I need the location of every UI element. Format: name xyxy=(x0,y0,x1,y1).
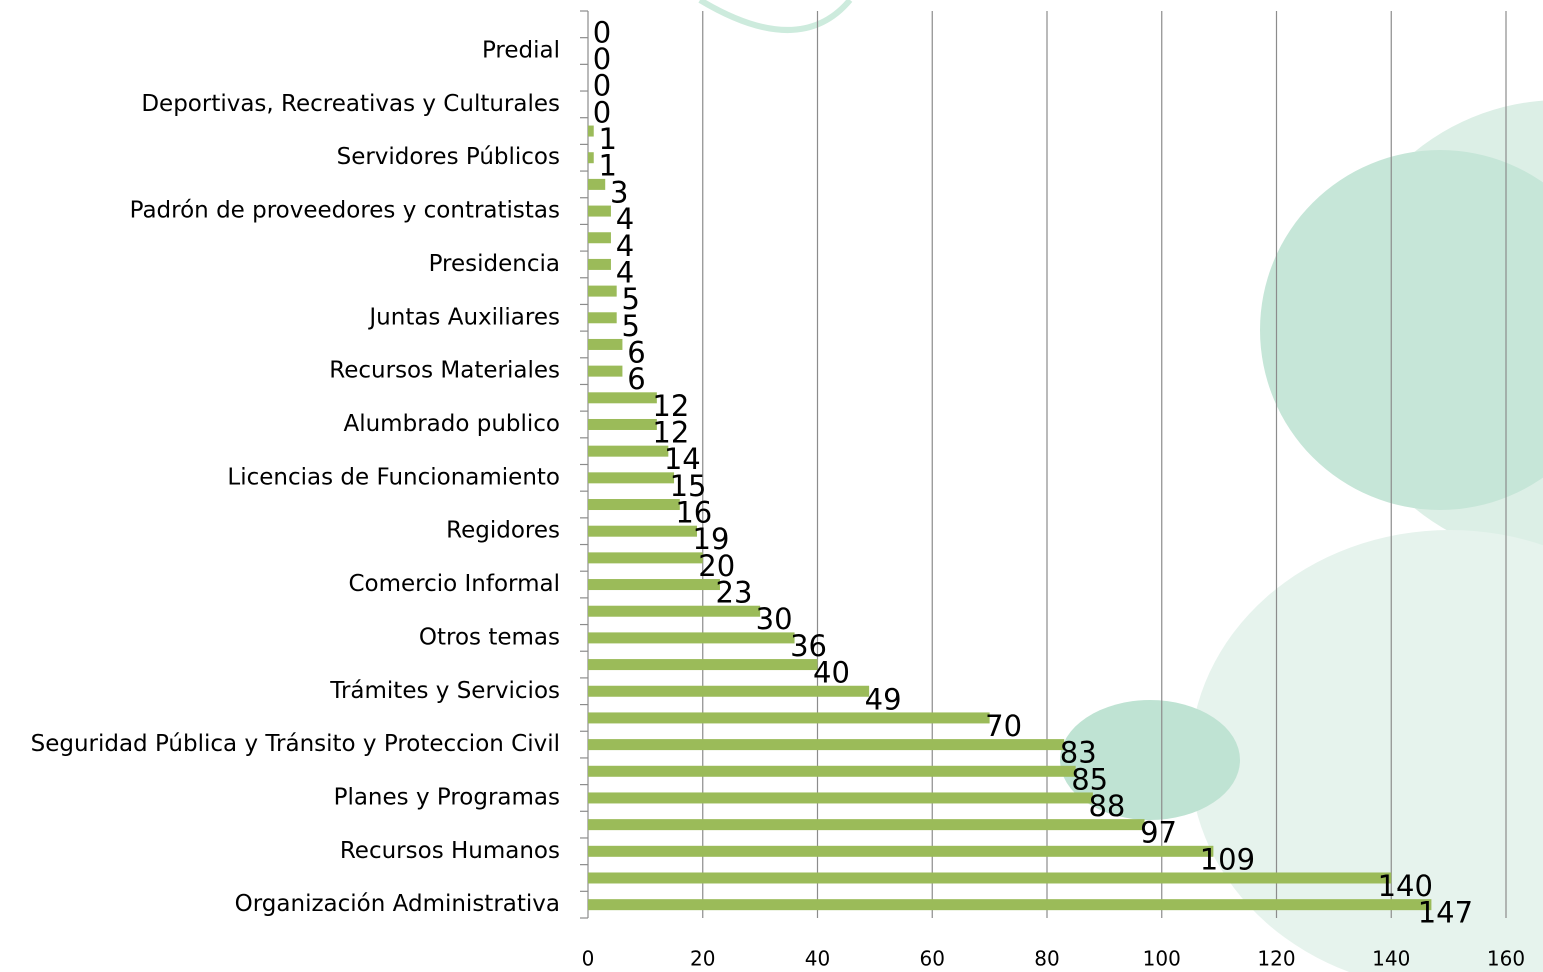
data-label: 140 xyxy=(1378,869,1433,903)
decor-circle xyxy=(1260,150,1543,510)
bar xyxy=(588,232,611,244)
data-label: 4 xyxy=(616,255,634,289)
data-label: 5 xyxy=(621,309,639,343)
x-tick-label: 60 xyxy=(920,947,945,971)
bar xyxy=(588,765,1076,777)
bar xyxy=(588,152,594,164)
y-tick-label: Otros temas xyxy=(419,624,560,650)
x-tick-label: 140 xyxy=(1372,947,1410,971)
bar xyxy=(588,632,795,644)
data-label: 16 xyxy=(675,496,712,530)
bar xyxy=(588,872,1392,884)
y-tick-label: Regidores xyxy=(446,518,560,544)
data-label: 6 xyxy=(627,335,645,369)
data-label: 5 xyxy=(621,282,639,316)
bar xyxy=(588,659,818,671)
data-label: 70 xyxy=(985,709,1022,743)
bar xyxy=(588,258,611,270)
data-label: 147 xyxy=(1418,896,1473,930)
data-label: 88 xyxy=(1088,789,1125,823)
data-label: 1 xyxy=(599,122,617,156)
bar xyxy=(588,392,657,404)
y-tick-label: Trámites y Servicios xyxy=(329,678,560,704)
y-tick-label: Comercio Informal xyxy=(348,571,560,597)
x-tick-label: 120 xyxy=(1257,947,1295,971)
bar xyxy=(588,899,1432,911)
y-tick-label: Planes y Programas xyxy=(334,784,560,810)
data-label: 0 xyxy=(593,95,611,129)
y-tick-label: Organización Administrativa xyxy=(235,891,560,917)
y-tick-label: Recursos Humanos xyxy=(340,838,560,864)
bar xyxy=(588,499,680,511)
data-label: 14 xyxy=(664,442,701,476)
data-label: 12 xyxy=(652,415,689,449)
data-label: 20 xyxy=(698,549,735,583)
bar xyxy=(588,552,703,564)
data-label: 49 xyxy=(865,682,902,716)
bar xyxy=(588,525,698,537)
data-label: 109 xyxy=(1200,842,1255,876)
data-label: 0 xyxy=(593,69,611,103)
x-tick-label: 40 xyxy=(805,947,830,971)
y-tick-label: Padrón de proveedores y contratistas xyxy=(130,198,560,224)
bar xyxy=(588,365,623,377)
data-label: 97 xyxy=(1140,816,1177,850)
y-tick-label: Seguridad Pública y Tránsito y Proteccio… xyxy=(31,731,560,757)
decor-ellipse xyxy=(1060,700,1240,820)
data-label: 19 xyxy=(693,522,730,556)
data-label: 4 xyxy=(616,202,634,236)
y-tick-label: Recursos Materiales xyxy=(329,358,560,384)
x-tick-label: 160 xyxy=(1487,947,1525,971)
y-tick-label: Alumbrado publico xyxy=(343,411,560,437)
data-label: 4 xyxy=(616,229,634,263)
x-tick-label: 20 xyxy=(690,947,715,971)
bar xyxy=(588,338,623,350)
data-label: 3 xyxy=(610,175,628,209)
bar xyxy=(588,792,1093,804)
y-tick-label: Licencias de Funcionamiento xyxy=(227,464,560,490)
data-label: 6 xyxy=(627,362,645,396)
decor-ellipse xyxy=(1190,530,1543,972)
bar xyxy=(588,685,870,697)
data-label: 0 xyxy=(593,42,611,76)
x-tick-label: 80 xyxy=(1034,947,1059,971)
data-label: 1 xyxy=(599,149,617,183)
bar xyxy=(588,605,761,617)
y-tick-label: Predial xyxy=(482,38,560,64)
data-label: 83 xyxy=(1060,736,1097,770)
bar xyxy=(588,125,594,137)
y-tick-label: Juntas Auxiliares xyxy=(367,304,560,330)
bar xyxy=(588,205,611,217)
bar xyxy=(588,472,675,484)
bar xyxy=(588,579,720,591)
data-label: 15 xyxy=(670,469,707,503)
data-label: 23 xyxy=(716,576,753,610)
bar xyxy=(588,845,1214,857)
data-label: 30 xyxy=(756,602,793,636)
y-tick-label: Deportivas, Recreativas y Culturales xyxy=(141,91,560,117)
data-label: 0 xyxy=(593,15,611,49)
data-label: 36 xyxy=(790,629,827,663)
bar xyxy=(588,712,990,724)
bar xyxy=(588,312,617,324)
x-tick-label: 100 xyxy=(1143,947,1181,971)
x-tick-label: 0 xyxy=(582,947,595,971)
bar xyxy=(588,418,657,430)
bar xyxy=(588,739,1065,751)
data-label: 85 xyxy=(1071,762,1108,796)
data-label: 12 xyxy=(652,389,689,423)
y-tick-label: Presidencia xyxy=(429,251,560,277)
data-label: 40 xyxy=(813,656,850,690)
bar xyxy=(588,285,617,297)
background-decoration xyxy=(698,0,1543,972)
bar xyxy=(588,178,606,190)
y-tick-label: Servidores Públicos xyxy=(337,144,560,170)
bar xyxy=(588,445,669,457)
bar xyxy=(588,819,1145,831)
decor-curve xyxy=(698,0,853,33)
